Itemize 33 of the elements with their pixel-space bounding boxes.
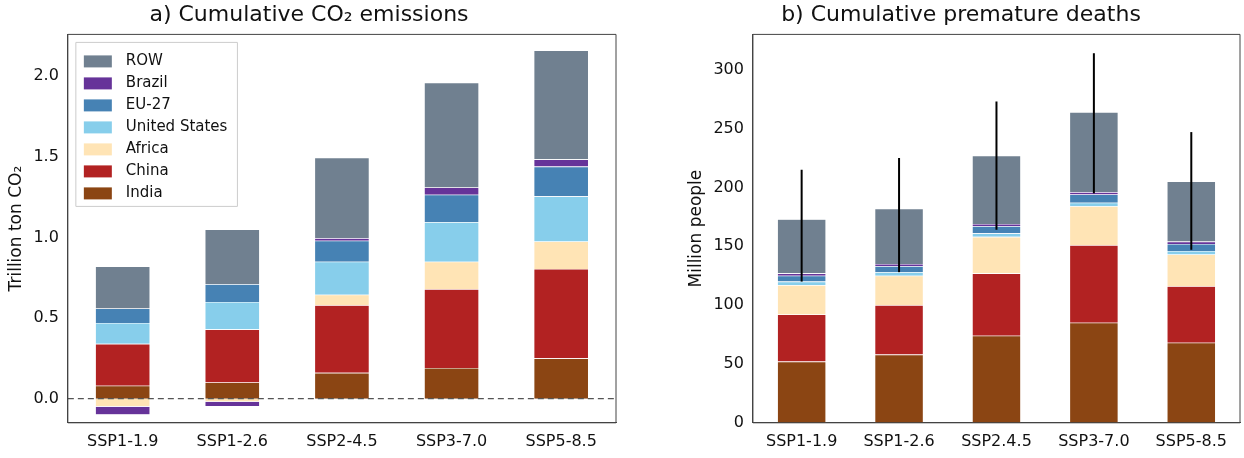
y-tick-label: 250 (713, 117, 744, 137)
y-tick-label: 200 (713, 176, 744, 196)
x-tick-label: SSP1-1.9 (765, 430, 838, 450)
y-tick-label: 1.5 (33, 146, 59, 166)
x-tick-label: SSP1-2.6 (196, 430, 268, 450)
y-tick-label: 2.0 (33, 65, 59, 85)
x-tick-label: SSP5-8.5 (525, 430, 597, 450)
legend-label: ROW (125, 51, 164, 70)
y-tick-label: 0.5 (33, 307, 59, 327)
y-tick-label: 300 (713, 58, 744, 78)
y-tick-label: 0 (733, 411, 744, 431)
y-tick-label: 100 (713, 294, 744, 314)
x-tick-label: SSP2.4.5 (961, 430, 1032, 450)
x-tick-label: SSP2-4.5 (306, 430, 378, 450)
x-tick-label: SSP3-7.0 (415, 430, 488, 450)
y-tick-label: 0.0 (33, 387, 59, 407)
legend-label: Brazil (125, 73, 168, 92)
y-tick-label: 150 (713, 235, 744, 255)
x-tick-label: SSP5-8.5 (1155, 430, 1227, 450)
chart-title: b) Cumulative premature deaths (781, 0, 1141, 26)
legend-label: China (125, 161, 169, 180)
chart-title: a) Cumulative CO₂ emissions (149, 0, 469, 26)
x-tick-label: SSP1-1.9 (86, 430, 159, 450)
x-tick-label: SSP3-7.0 (1058, 430, 1130, 450)
y-axis-title: Trillion ton CO₂ (4, 165, 25, 293)
y-tick-label: 50 (723, 353, 744, 373)
legend-label: Africa (125, 139, 169, 158)
legend-label: United States (125, 117, 228, 136)
y-tick-label: 1.0 (33, 226, 59, 246)
legend-label: EU-27 (125, 95, 171, 114)
legend-label: India (125, 183, 163, 202)
y-axis-title: Million people (684, 169, 705, 288)
x-tick-label: SSP1-2.6 (863, 430, 935, 450)
